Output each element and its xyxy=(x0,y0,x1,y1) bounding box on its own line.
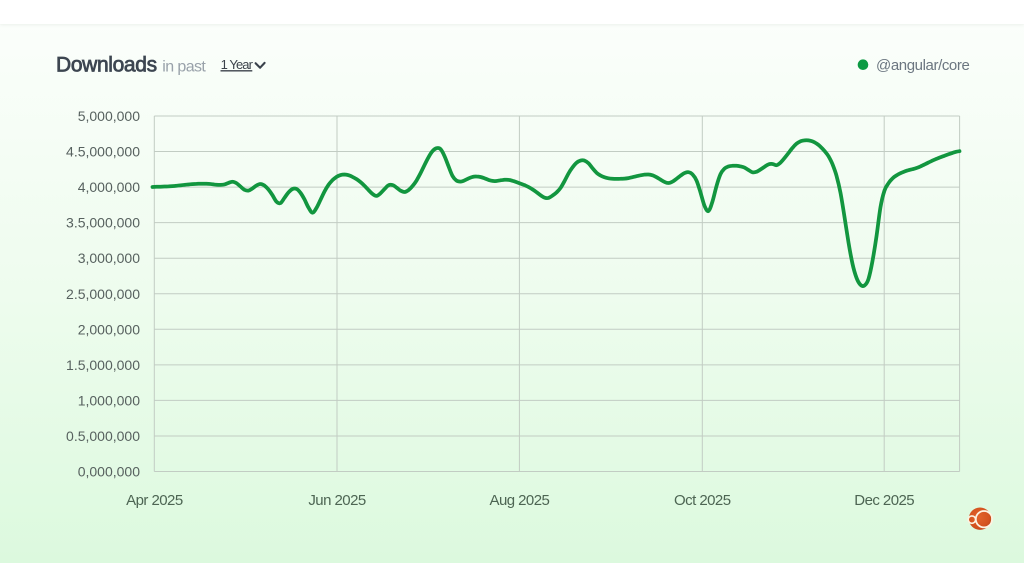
svg-text:3,000,000: 3,000,000 xyxy=(78,250,140,266)
svg-text:@angular/core: @angular/core xyxy=(876,57,969,74)
svg-text:Oct 2025: Oct 2025 xyxy=(674,492,731,509)
svg-text:2,000,000: 2,000,000 xyxy=(78,321,140,337)
svg-text:Jun 2025: Jun 2025 xyxy=(308,492,366,509)
svg-text:0.5,000,000: 0.5,000,000 xyxy=(66,428,140,444)
svg-text:Dec 2025: Dec 2025 xyxy=(854,492,914,509)
svg-text:0,000,000: 0,000,000 xyxy=(78,464,140,480)
svg-text:4.5,000,000: 4.5,000,000 xyxy=(66,144,140,160)
svg-text:Apr 2025: Apr 2025 xyxy=(126,492,183,509)
svg-text:3.5,000,000: 3.5,000,000 xyxy=(66,215,140,231)
svg-text:1,000,000: 1,000,000 xyxy=(78,392,140,408)
svg-text:5,000,000: 5,000,000 xyxy=(78,108,140,124)
svg-text:Downloads: Downloads xyxy=(56,54,157,77)
svg-text:Aug 2025: Aug 2025 xyxy=(489,492,549,509)
svg-text:1 Year: 1 Year xyxy=(221,57,254,72)
svg-text:2.5,000,000: 2.5,000,000 xyxy=(66,286,140,302)
svg-text:in past: in past xyxy=(162,59,206,76)
svg-text:4,000,000: 4,000,000 xyxy=(78,179,140,195)
svg-text:1.5,000,000: 1.5,000,000 xyxy=(66,357,140,373)
